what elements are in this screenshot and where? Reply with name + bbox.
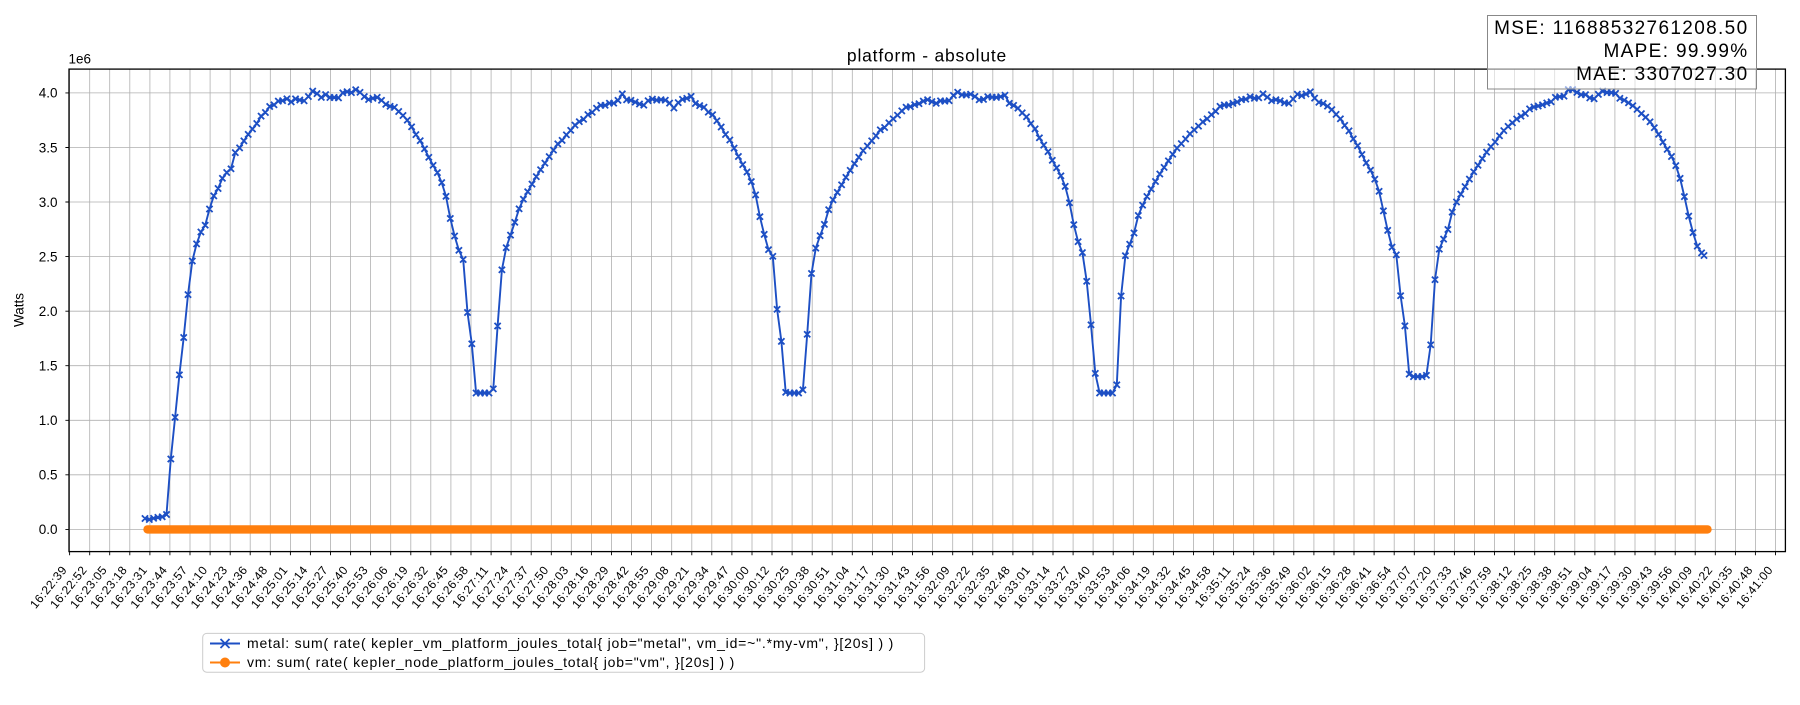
svg-text:platform - absolute: platform - absolute xyxy=(847,46,1007,66)
svg-text:2.0: 2.0 xyxy=(39,304,58,319)
svg-text:4.0: 4.0 xyxy=(39,86,58,101)
svg-text:0.0: 0.0 xyxy=(39,522,58,537)
svg-text:MAPE: 99.99%: MAPE: 99.99% xyxy=(1603,41,1748,62)
svg-text:1.0: 1.0 xyxy=(39,413,58,428)
svg-text:MAE: 3307027.30: MAE: 3307027.30 xyxy=(1576,64,1748,85)
svg-text:1.5: 1.5 xyxy=(39,359,58,374)
svg-text:0.5: 0.5 xyxy=(39,468,58,483)
svg-text:1e6: 1e6 xyxy=(69,52,92,67)
svg-text:3.0: 3.0 xyxy=(39,195,58,210)
svg-text:MSE: 11688532761208.50: MSE: 11688532761208.50 xyxy=(1494,18,1748,39)
svg-text:vm: sum( rate( kepler_node_pla: vm: sum( rate( kepler_node_platform_joul… xyxy=(247,654,735,670)
svg-text:metal: sum( rate( kepler_vm_pl: metal: sum( rate( kepler_vm_platform_jou… xyxy=(247,635,894,651)
svg-text:Watts: Watts xyxy=(12,293,27,327)
svg-text:2.5: 2.5 xyxy=(39,249,58,264)
svg-text:3.5: 3.5 xyxy=(39,140,58,155)
